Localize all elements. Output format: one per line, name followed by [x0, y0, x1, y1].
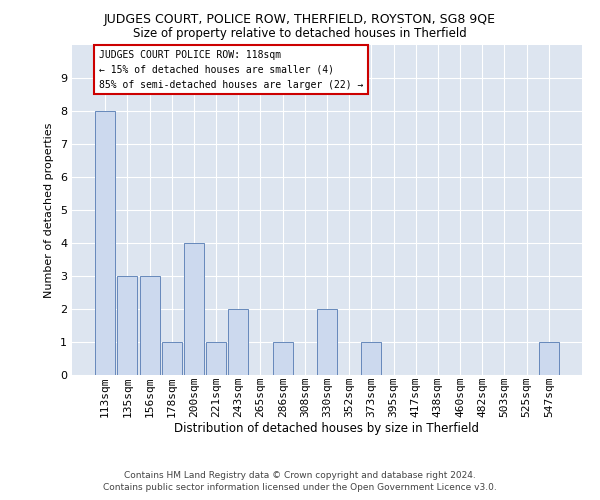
Bar — [118, 276, 137, 375]
Bar — [228, 309, 248, 375]
Bar — [140, 276, 160, 375]
Y-axis label: Number of detached properties: Number of detached properties — [44, 122, 55, 298]
Bar — [361, 342, 382, 375]
Text: JUDGES COURT, POLICE ROW, THERFIELD, ROYSTON, SG8 9QE: JUDGES COURT, POLICE ROW, THERFIELD, ROY… — [104, 12, 496, 26]
Bar — [162, 342, 182, 375]
Bar — [272, 342, 293, 375]
Text: Size of property relative to detached houses in Therfield: Size of property relative to detached ho… — [133, 28, 467, 40]
X-axis label: Distribution of detached houses by size in Therfield: Distribution of detached houses by size … — [175, 422, 479, 436]
Bar — [184, 243, 204, 375]
Text: Contains HM Land Registry data © Crown copyright and database right 2024.
Contai: Contains HM Land Registry data © Crown c… — [103, 471, 497, 492]
Bar — [206, 342, 226, 375]
Bar — [95, 111, 115, 375]
Bar — [539, 342, 559, 375]
Bar — [317, 309, 337, 375]
Text: JUDGES COURT POLICE ROW: 118sqm
← 15% of detached houses are smaller (4)
85% of : JUDGES COURT POLICE ROW: 118sqm ← 15% of… — [98, 50, 363, 90]
